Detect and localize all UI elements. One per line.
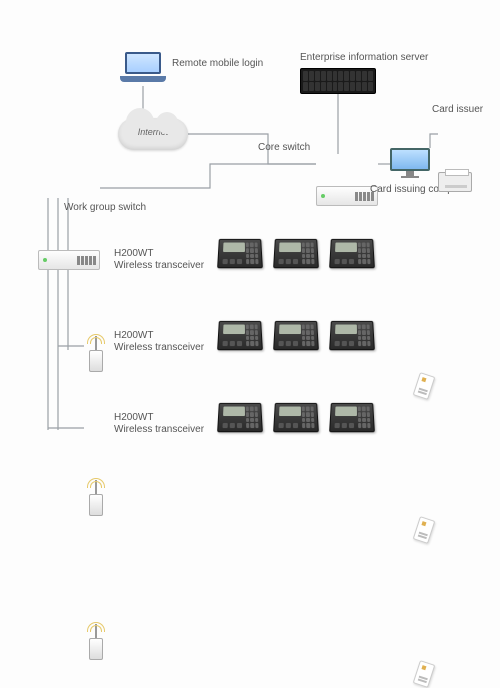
terminal-icon [329,403,375,432]
label-internet: Internet [118,127,188,137]
terminal-icon [273,403,319,432]
terminal-icon [273,321,319,350]
laptop-icon [120,52,166,86]
network-diagram: Remote mobile login Internet Enterprise … [0,0,500,500]
terminal-icon [329,321,375,350]
label-enterprise-server: Enterprise information server [300,52,428,63]
terminal-row [218,320,374,350]
terminal-icon [329,239,375,268]
label-tx-model: H200WT [114,330,153,341]
label-remote-login: Remote mobile login [172,58,263,69]
label-tx-name: Wireless transceiver [114,260,204,271]
monitor-icon [390,148,430,178]
terminal-icon [217,321,263,350]
card-icon [413,372,436,400]
terminal-row [218,238,374,268]
terminal-row [218,402,374,432]
label-card-issuer: Card issuer [432,104,483,115]
terminal-icon [273,239,319,268]
transceiver-icon [84,624,108,662]
server-rack-icon [300,68,376,94]
label-tx-name: Wireless transceiver [114,424,204,435]
terminal-icon [217,239,263,268]
card-icon [413,516,436,544]
terminal-icon [217,403,263,432]
label-tx-model: H200WT [114,248,153,259]
label-tx-model: H200WT [114,412,153,423]
printer-icon [438,172,472,192]
card-icon [413,660,436,688]
workgroup-switch-icon [38,250,100,270]
cloud-icon: Internet [118,118,188,150]
label-core-switch: Core switch [258,142,310,153]
transceiver-icon [84,336,108,374]
transceiver-icon [84,480,108,518]
core-switch-icon [316,186,378,206]
label-tx-name: Wireless transceiver [114,342,204,353]
label-workgroup-switch: Work group switch [64,202,146,213]
